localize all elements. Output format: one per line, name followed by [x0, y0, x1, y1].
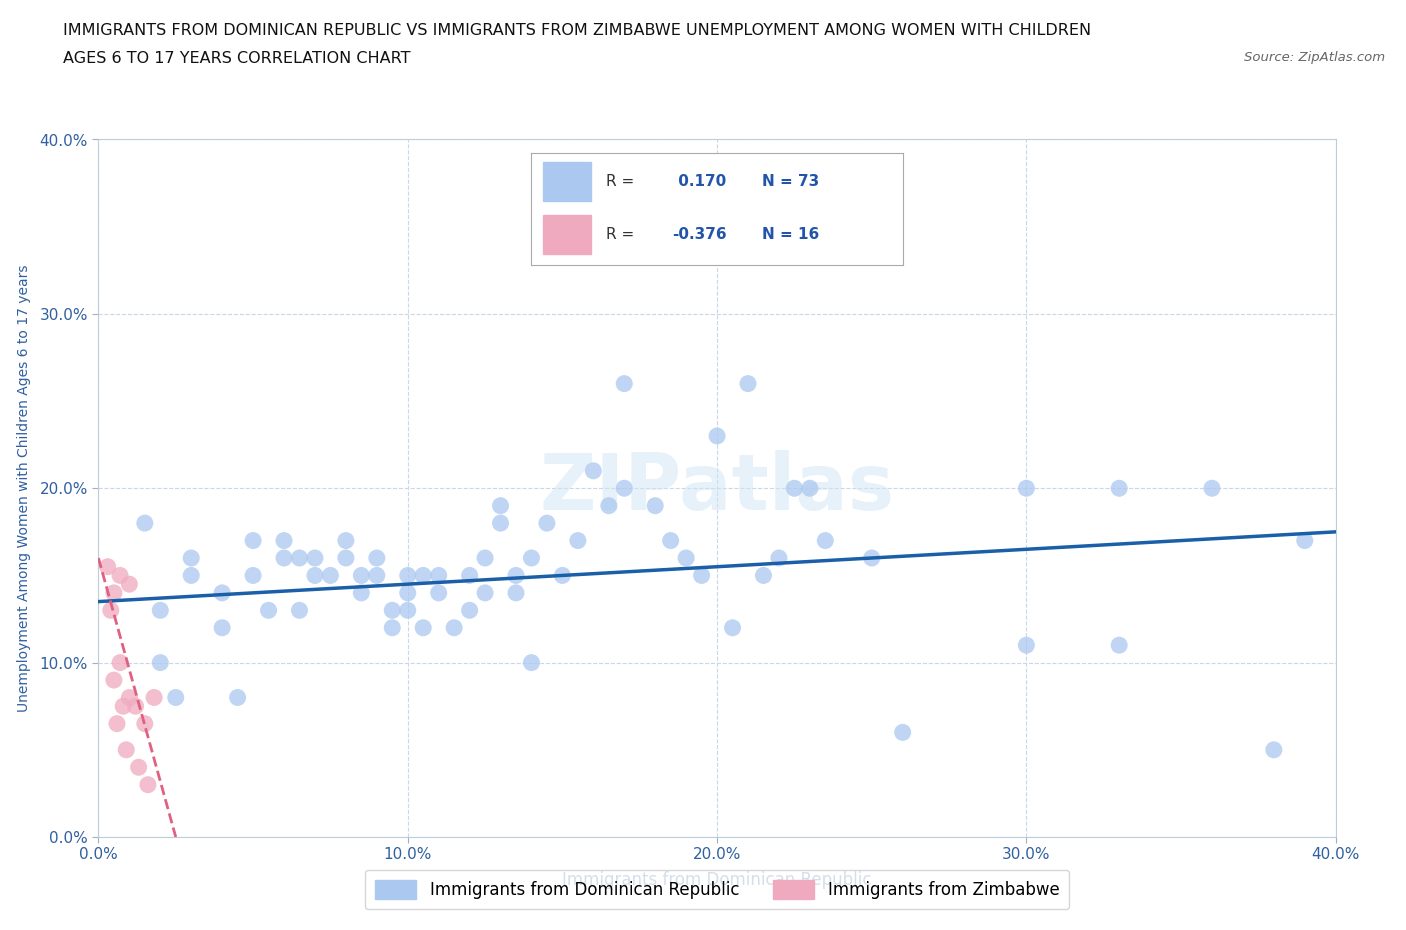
Point: [211, 620, 233, 635]
Point: [891, 725, 914, 740]
Point: [613, 481, 636, 496]
Point: [180, 551, 202, 565]
Point: [505, 568, 527, 583]
Point: [505, 586, 527, 601]
Point: [381, 603, 404, 618]
Point: [97, 559, 120, 574]
Point: [1263, 742, 1285, 757]
Point: [100, 603, 122, 618]
Point: [115, 742, 138, 757]
Point: [273, 533, 295, 548]
Point: [412, 620, 434, 635]
Point: [108, 655, 131, 670]
Point: [108, 568, 131, 583]
Point: [474, 586, 496, 601]
Point: [124, 698, 146, 713]
Point: [350, 586, 373, 601]
Point: [288, 551, 311, 565]
Text: ZIPatlas: ZIPatlas: [540, 450, 894, 526]
Point: [536, 515, 558, 530]
Point: [105, 716, 128, 731]
Point: [211, 586, 233, 601]
Point: [128, 760, 150, 775]
Point: [1015, 638, 1038, 653]
Point: [143, 690, 166, 705]
Point: [768, 551, 790, 565]
Point: [458, 568, 481, 583]
Point: [860, 551, 883, 565]
Point: [396, 603, 419, 618]
Point: [443, 620, 465, 635]
Point: [257, 603, 280, 618]
Point: [427, 586, 450, 601]
Point: [180, 568, 202, 583]
Point: [721, 620, 744, 635]
Point: [551, 568, 574, 583]
Text: IMMIGRANTS FROM DOMINICAN REPUBLIC VS IMMIGRANTS FROM ZIMBABWE UNEMPLOYMENT AMON: IMMIGRANTS FROM DOMINICAN REPUBLIC VS IM…: [63, 23, 1091, 38]
Point: [1294, 533, 1316, 548]
Point: [752, 568, 775, 583]
Point: [226, 690, 249, 705]
Y-axis label: Unemployment Among Women with Children Ages 6 to 17 years: Unemployment Among Women with Children A…: [17, 264, 31, 712]
Text: AGES 6 TO 17 YEARS CORRELATION CHART: AGES 6 TO 17 YEARS CORRELATION CHART: [63, 51, 411, 66]
Point: [136, 777, 159, 792]
Point: [134, 716, 156, 731]
Point: [737, 376, 759, 391]
Point: [582, 463, 605, 478]
Point: [675, 551, 697, 565]
Point: [659, 533, 682, 548]
Point: [319, 568, 342, 583]
Point: [396, 586, 419, 601]
Point: [644, 498, 666, 513]
Point: [1201, 481, 1223, 496]
Point: [103, 672, 125, 687]
Point: [1108, 638, 1130, 653]
Point: [366, 551, 388, 565]
Point: [1108, 481, 1130, 496]
Point: [149, 603, 172, 618]
Point: [288, 603, 311, 618]
Point: [489, 515, 512, 530]
Point: [474, 551, 496, 565]
Point: [706, 167, 728, 182]
X-axis label: Immigrants from Dominican Republic: Immigrants from Dominican Republic: [562, 870, 872, 889]
Point: [799, 481, 821, 496]
Point: [149, 655, 172, 670]
Point: [381, 620, 404, 635]
Point: [458, 603, 481, 618]
Point: [613, 376, 636, 391]
Point: [118, 690, 141, 705]
Point: [489, 498, 512, 513]
Point: [335, 551, 357, 565]
Point: [134, 515, 156, 530]
Point: [783, 481, 806, 496]
Point: [118, 577, 141, 591]
Legend: Immigrants from Dominican Republic, Immigrants from Zimbabwe: Immigrants from Dominican Republic, Immi…: [364, 870, 1070, 909]
Point: [396, 568, 419, 583]
Point: [366, 568, 388, 583]
Point: [335, 533, 357, 548]
Point: [304, 551, 326, 565]
Point: [520, 551, 543, 565]
Point: [427, 568, 450, 583]
Point: [103, 586, 125, 601]
Point: [112, 698, 135, 713]
Point: [165, 690, 187, 705]
Point: [242, 533, 264, 548]
Point: [1015, 481, 1038, 496]
Point: [304, 568, 326, 583]
Point: [814, 533, 837, 548]
Point: [690, 568, 713, 583]
Point: [598, 498, 620, 513]
Point: [412, 568, 434, 583]
Point: [242, 568, 264, 583]
Point: [706, 429, 728, 444]
Point: [567, 533, 589, 548]
Text: Source: ZipAtlas.com: Source: ZipAtlas.com: [1244, 51, 1385, 64]
Point: [273, 551, 295, 565]
Point: [520, 655, 543, 670]
Point: [350, 568, 373, 583]
